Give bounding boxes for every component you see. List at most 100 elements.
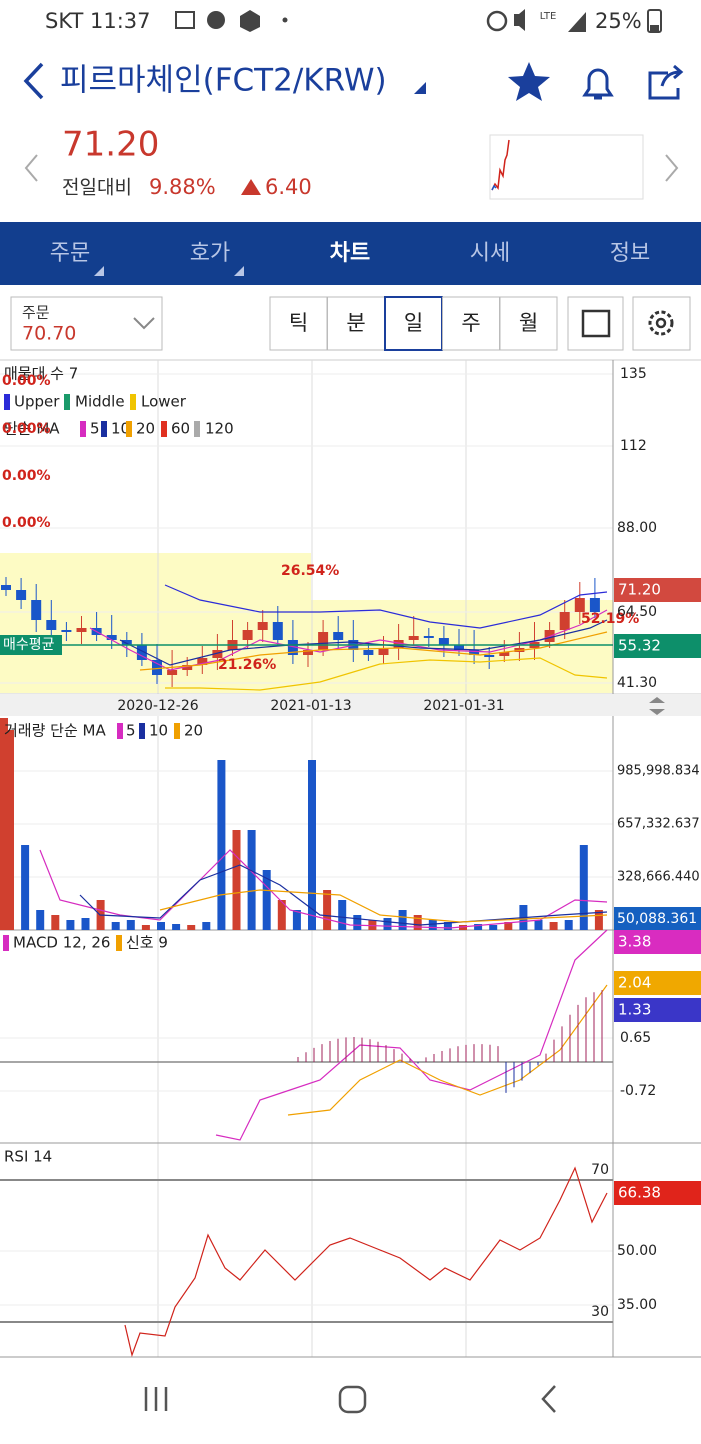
profile-label: 0.00% bbox=[2, 373, 51, 389]
settings-button[interactable] bbox=[632, 296, 691, 351]
legend-label: 120 bbox=[205, 420, 234, 438]
volume-bar bbox=[338, 900, 347, 930]
y-tick-label: 985,998.834 bbox=[617, 764, 700, 779]
avg-price-text: 55.32 bbox=[618, 637, 661, 655]
volume-tag bbox=[614, 907, 701, 931]
legend-label: 10 bbox=[149, 722, 168, 740]
y-tick-label: 0.65 bbox=[620, 1030, 651, 1046]
tab[interactable]: 정보 bbox=[610, 241, 650, 266]
candle-body bbox=[559, 612, 570, 630]
period-button[interactable] bbox=[269, 296, 328, 351]
volume-bar bbox=[564, 920, 573, 930]
volume-bar bbox=[217, 760, 226, 930]
order-label: 주문 bbox=[22, 304, 50, 322]
volume-bar bbox=[21, 845, 30, 930]
tab[interactable]: 호가 bbox=[190, 241, 230, 266]
volume-bar bbox=[368, 920, 377, 930]
volume-bar bbox=[81, 918, 90, 930]
volume-bar bbox=[202, 922, 211, 930]
status-time: SKT 11:37 bbox=[45, 9, 151, 33]
prev-button[interactable] bbox=[24, 154, 38, 182]
period-button[interactable] bbox=[384, 296, 443, 351]
candle-body bbox=[318, 632, 329, 650]
volume-tag-text: 50,088.361 bbox=[617, 911, 697, 927]
period-button[interactable] bbox=[327, 296, 385, 351]
volume-bar bbox=[277, 900, 286, 930]
status-icon bbox=[282, 17, 288, 23]
price: 71.20 bbox=[62, 125, 159, 165]
legend-label: 5 bbox=[126, 722, 136, 740]
tab[interactable]: 차트 bbox=[330, 241, 370, 266]
tab-bar bbox=[0, 222, 701, 285]
legend-swatch bbox=[139, 723, 145, 739]
volume-bar bbox=[534, 920, 543, 930]
page-title: 피르마체인(FCT2/KRW) bbox=[60, 63, 387, 99]
legend-label: 20 bbox=[184, 722, 203, 740]
volume-bar bbox=[247, 830, 256, 930]
volume-bar bbox=[66, 920, 75, 930]
next-button[interactable] bbox=[665, 154, 679, 182]
candle-body bbox=[287, 640, 298, 655]
recent-apps-button[interactable] bbox=[144, 1387, 168, 1411]
candle-body bbox=[121, 640, 132, 645]
histogram-tag bbox=[614, 998, 701, 1022]
profile-label: 0.00% bbox=[2, 421, 51, 437]
title-dropdown[interactable] bbox=[414, 82, 426, 94]
y-tick-label: 41.30 bbox=[617, 675, 657, 691]
y-tick-label: -0.72 bbox=[620, 1083, 656, 1099]
profile-label: 0.00% bbox=[2, 468, 51, 484]
legend-label: Middle bbox=[75, 393, 125, 411]
volume-bar bbox=[443, 922, 452, 930]
signal-tag-text: 2.04 bbox=[618, 974, 651, 992]
y-tick-label: 50.00 bbox=[617, 1243, 657, 1259]
resize-handle[interactable] bbox=[649, 697, 665, 715]
period-label: 분 bbox=[346, 311, 365, 335]
share-button[interactable] bbox=[648, 64, 684, 100]
status-icon bbox=[207, 11, 225, 29]
x-tick-label: 2021-01-31 bbox=[423, 698, 504, 714]
candle-body bbox=[197, 658, 208, 665]
tab[interactable]: 시세 bbox=[470, 241, 510, 266]
mini-chart-line bbox=[491, 139, 510, 191]
tab-dropdown bbox=[234, 266, 244, 276]
settings-icon bbox=[648, 310, 674, 336]
candle-body bbox=[469, 650, 480, 655]
indicator-line bbox=[215, 929, 608, 1141]
order-select[interactable] bbox=[10, 296, 163, 351]
volume-bar bbox=[308, 760, 316, 930]
legend-swatch bbox=[161, 421, 167, 437]
candle-body bbox=[423, 636, 434, 638]
volume-bar bbox=[292, 910, 301, 930]
indicator-line bbox=[287, 984, 608, 1116]
panel-title: 거래량 단순 MA bbox=[4, 722, 106, 740]
candle-body bbox=[378, 648, 389, 655]
candle-body bbox=[152, 660, 162, 675]
alert-button[interactable] bbox=[582, 68, 614, 100]
legend-label: 60 bbox=[171, 420, 190, 438]
drawing-button[interactable] bbox=[567, 296, 624, 351]
legend-swatch bbox=[126, 421, 132, 437]
indicator-line bbox=[39, 849, 608, 929]
legend-title: 매물대 수 7 bbox=[4, 365, 78, 383]
profile-label: 0.00% bbox=[2, 515, 51, 531]
period-button[interactable] bbox=[499, 296, 558, 351]
tab-dropdown bbox=[94, 266, 104, 276]
tab[interactable]: 주문 bbox=[50, 241, 90, 266]
y-tick-label: 112 bbox=[620, 438, 647, 454]
candle-body bbox=[438, 638, 449, 645]
volume-bar bbox=[474, 924, 483, 930]
profile-label: 21.26% bbox=[218, 657, 276, 673]
legend-swatch bbox=[3, 935, 9, 951]
alarm-icon bbox=[486, 10, 508, 32]
back-nav-button[interactable] bbox=[541, 1385, 556, 1413]
period-button[interactable] bbox=[442, 296, 500, 351]
profile-label: 26.54% bbox=[281, 563, 339, 579]
avg-label: 매수평균 bbox=[3, 637, 55, 653]
home-button[interactable] bbox=[338, 1385, 367, 1414]
avg-price-tag bbox=[614, 634, 701, 658]
favorite-button[interactable] bbox=[508, 62, 550, 101]
back-button[interactable] bbox=[23, 62, 44, 100]
legend-label: 10 bbox=[111, 420, 130, 438]
candle-body bbox=[106, 635, 117, 640]
mini-chart bbox=[489, 134, 644, 200]
